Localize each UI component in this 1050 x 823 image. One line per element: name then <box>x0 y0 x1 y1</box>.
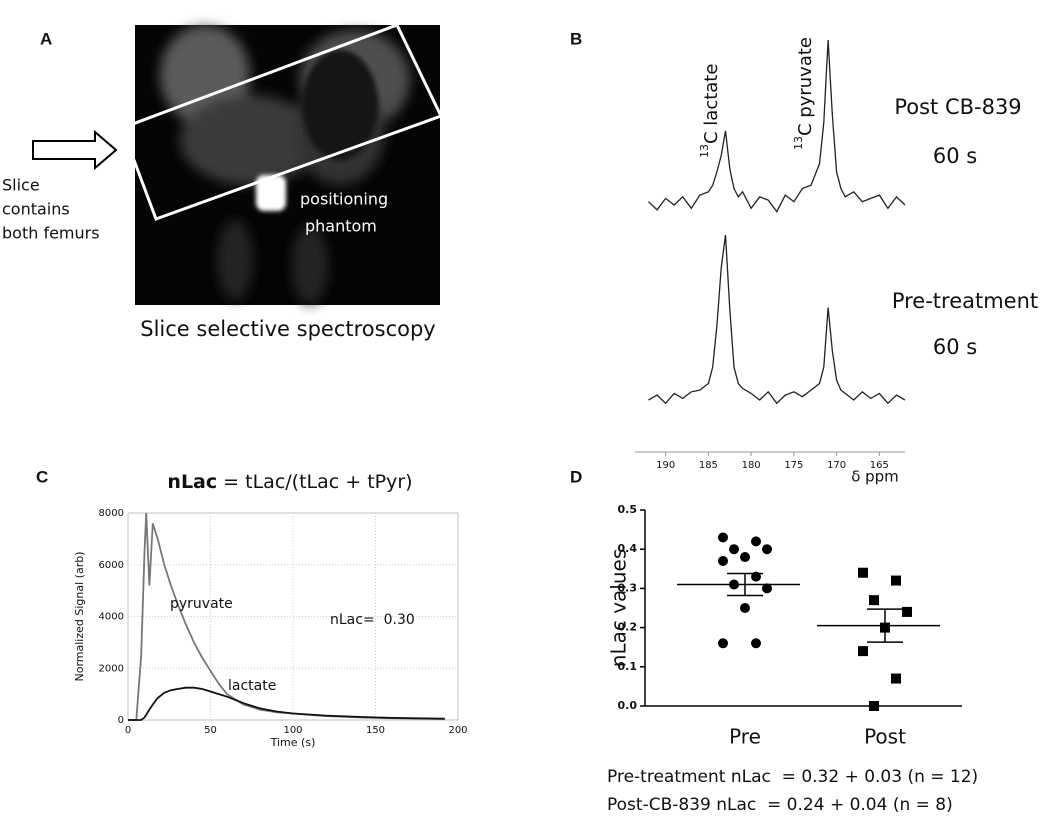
annotation: phantom <box>305 217 377 236</box>
data-point <box>891 575 901 586</box>
x-tick-label: 100 <box>283 725 302 736</box>
x-tick-label: 50 <box>204 725 217 736</box>
x-tick-label: 150 <box>366 725 385 736</box>
isotope: 13 <box>792 136 805 150</box>
isotope: 13 <box>698 144 711 158</box>
series-label: pyruvate <box>170 596 233 612</box>
x-tick-label: 190 <box>656 460 675 471</box>
series-label: lactate <box>228 678 276 694</box>
note: Post-CB-839 nLac = 0.24 + 0.04 (n = 8) <box>607 795 953 815</box>
arrow <box>32 129 118 171</box>
data-point <box>718 555 728 566</box>
chart-title: nLac = tLac/(tLac + tPyr) <box>167 471 412 493</box>
title-rest: = tLac/(tLac + tPyr) <box>217 471 412 493</box>
spectrum-line <box>648 234 906 405</box>
y-tick-label: 0.2 <box>618 621 638 634</box>
peak-name: C pyruvate <box>795 37 816 136</box>
annotation: both femurs <box>2 224 100 243</box>
peak-label: 13C lactate <box>698 64 722 158</box>
panel-label: D <box>570 467 582 486</box>
mri-image <box>120 23 444 305</box>
signal-line <box>128 686 445 721</box>
y-tick-label: 0.1 <box>618 660 638 673</box>
y-tick-label: 6000 <box>99 560 124 571</box>
panel-label: C <box>36 467 48 486</box>
x-tick-label: 165 <box>870 460 889 471</box>
data-point <box>740 552 750 563</box>
x-tick-label: Pre <box>729 725 761 749</box>
data-point <box>869 701 879 711</box>
data-point <box>902 606 912 617</box>
annotation: Slice <box>2 176 40 195</box>
annotation: nLac= 0.30 <box>330 612 415 628</box>
y-tick-label: 4000 <box>99 612 124 623</box>
data-point <box>751 638 761 649</box>
annotation: contains <box>2 200 70 219</box>
y-tick-label: 8000 <box>99 508 124 519</box>
data-point <box>869 595 879 606</box>
data-point <box>751 536 761 547</box>
x-tick-label: 180 <box>742 460 761 471</box>
data-point <box>718 532 728 543</box>
y-tick-label: 0.3 <box>618 581 638 594</box>
x-tick-label: 0 <box>125 725 131 736</box>
panel-label: B <box>570 29 582 48</box>
series-time: 60 s <box>933 335 977 359</box>
data-point <box>740 603 750 613</box>
y-tick-label: 0.0 <box>618 699 638 712</box>
data-point <box>762 544 772 555</box>
x-tick-label: 170 <box>827 460 846 471</box>
peak-label: 13C pyruvate <box>792 37 816 150</box>
x-axis-label: δ ppm <box>851 468 899 486</box>
series-time: 60 s <box>933 144 977 168</box>
data-point <box>858 646 868 657</box>
y-tick-label: 0 <box>118 715 124 726</box>
annotation: positioning <box>300 190 388 209</box>
data-point <box>891 673 901 684</box>
y-tick-label: 0.4 <box>618 542 638 555</box>
caption: Slice selective spectroscopy <box>140 317 435 341</box>
note: Pre-treatment nLac = 0.32 + 0.03 (n = 12… <box>607 767 978 787</box>
peak-name: C lactate <box>701 64 722 144</box>
x-axis-label: Time (s) <box>270 736 316 749</box>
y-axis-label: nLac values <box>607 549 631 667</box>
x-tick-label: 175 <box>784 460 803 471</box>
y-tick-label: 2000 <box>99 663 124 674</box>
series-label: Post CB-839 <box>894 95 1021 119</box>
y-tick-label: 0.5 <box>618 503 638 516</box>
data-point <box>729 544 739 555</box>
data-point <box>718 638 728 649</box>
y-axis-label: Normalized Signal (arb) <box>73 552 86 682</box>
title-bold: nLac <box>167 471 217 493</box>
x-tick-label: 200 <box>448 725 467 736</box>
x-tick-label: Post <box>864 725 906 749</box>
data-point <box>858 567 868 578</box>
x-tick-label: 185 <box>699 460 718 471</box>
data-point <box>762 583 772 594</box>
spectrum-line <box>648 39 906 213</box>
series-label: Pre-treatment <box>892 289 1038 313</box>
panel-label: A <box>40 29 52 48</box>
